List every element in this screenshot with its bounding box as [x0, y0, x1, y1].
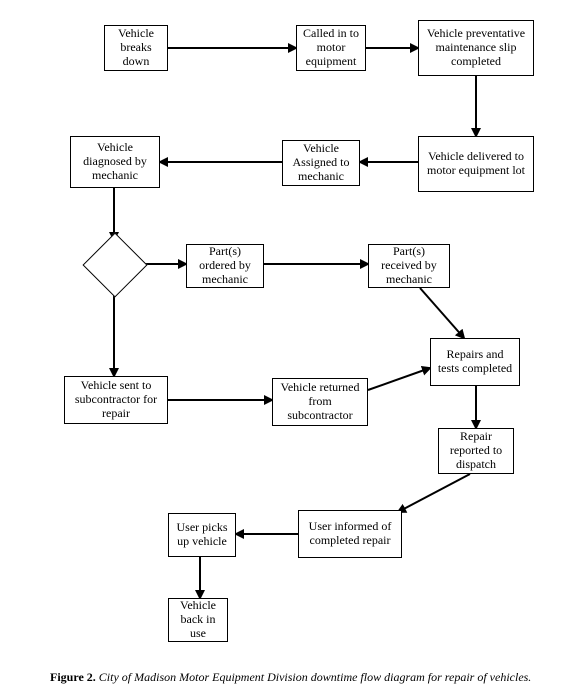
- figure-caption: Figure 2. City of Madison Motor Equipmen…: [50, 670, 531, 685]
- flow-node: Part(s) received by mechanic: [368, 244, 450, 288]
- flow-node-label: Vehicle Assigned to mechanic: [287, 142, 355, 183]
- flow-node: Part(s) ordered by mechanic: [186, 244, 264, 288]
- flow-node-label: Vehicle breaks down: [109, 27, 163, 68]
- flow-node-label: User picks up vehicle: [173, 521, 231, 549]
- flow-node: Vehicle sent to subcontractor for repair: [64, 376, 168, 424]
- flow-edge: [368, 368, 430, 390]
- flowchart-canvas: Figure 2. City of Madison Motor Equipmen…: [0, 0, 584, 695]
- flow-node-label: Vehicle preventative maintenance slip co…: [423, 27, 529, 68]
- flow-node: Vehicle returned from subcontractor: [272, 378, 368, 426]
- flow-node: Vehicle Assigned to mechanic: [282, 140, 360, 186]
- flow-node-label: User informed of completed repair: [303, 520, 397, 548]
- flow-node: Vehicle back in use: [168, 598, 228, 642]
- flow-node-label: Part(s) received by mechanic: [373, 245, 445, 286]
- flow-node-label: Vehicle back in use: [173, 599, 223, 640]
- flow-node: User picks up vehicle: [168, 513, 236, 557]
- flow-node-label: Vehicle returned from subcontractor: [277, 381, 363, 422]
- flow-node-label: Part(s) ordered by mechanic: [191, 245, 259, 286]
- flow-node: Vehicle breaks down: [104, 25, 168, 71]
- caption-text: City of Madison Motor Equipment Division…: [99, 670, 532, 684]
- flow-node: User informed of completed repair: [298, 510, 402, 558]
- flow-node: Called in to motor equipment: [296, 25, 366, 71]
- flow-node-label: Vehicle diagnosed by mechanic: [75, 141, 155, 182]
- flow-node: Vehicle delivered to motor equipment lot: [418, 136, 534, 192]
- flow-node-label: Repair reported to dispatch: [443, 430, 509, 471]
- flow-node: Vehicle diagnosed by mechanic: [70, 136, 160, 188]
- flow-node: Vehicle preventative maintenance slip co…: [418, 20, 534, 76]
- flow-node: Repair reported to dispatch: [438, 428, 514, 474]
- flow-edge: [398, 474, 470, 512]
- flow-node-label: Repairs and tests completed: [435, 348, 515, 376]
- flow-node-label: Vehicle sent to subcontractor for repair: [69, 379, 163, 420]
- flow-edge: [420, 288, 464, 338]
- caption-prefix: Figure 2.: [50, 670, 96, 684]
- flow-node-label: Vehicle delivered to motor equipment lot: [423, 150, 529, 178]
- flow-node-label: Called in to motor equipment: [301, 27, 361, 68]
- flow-node: Repairs and tests completed: [430, 338, 520, 386]
